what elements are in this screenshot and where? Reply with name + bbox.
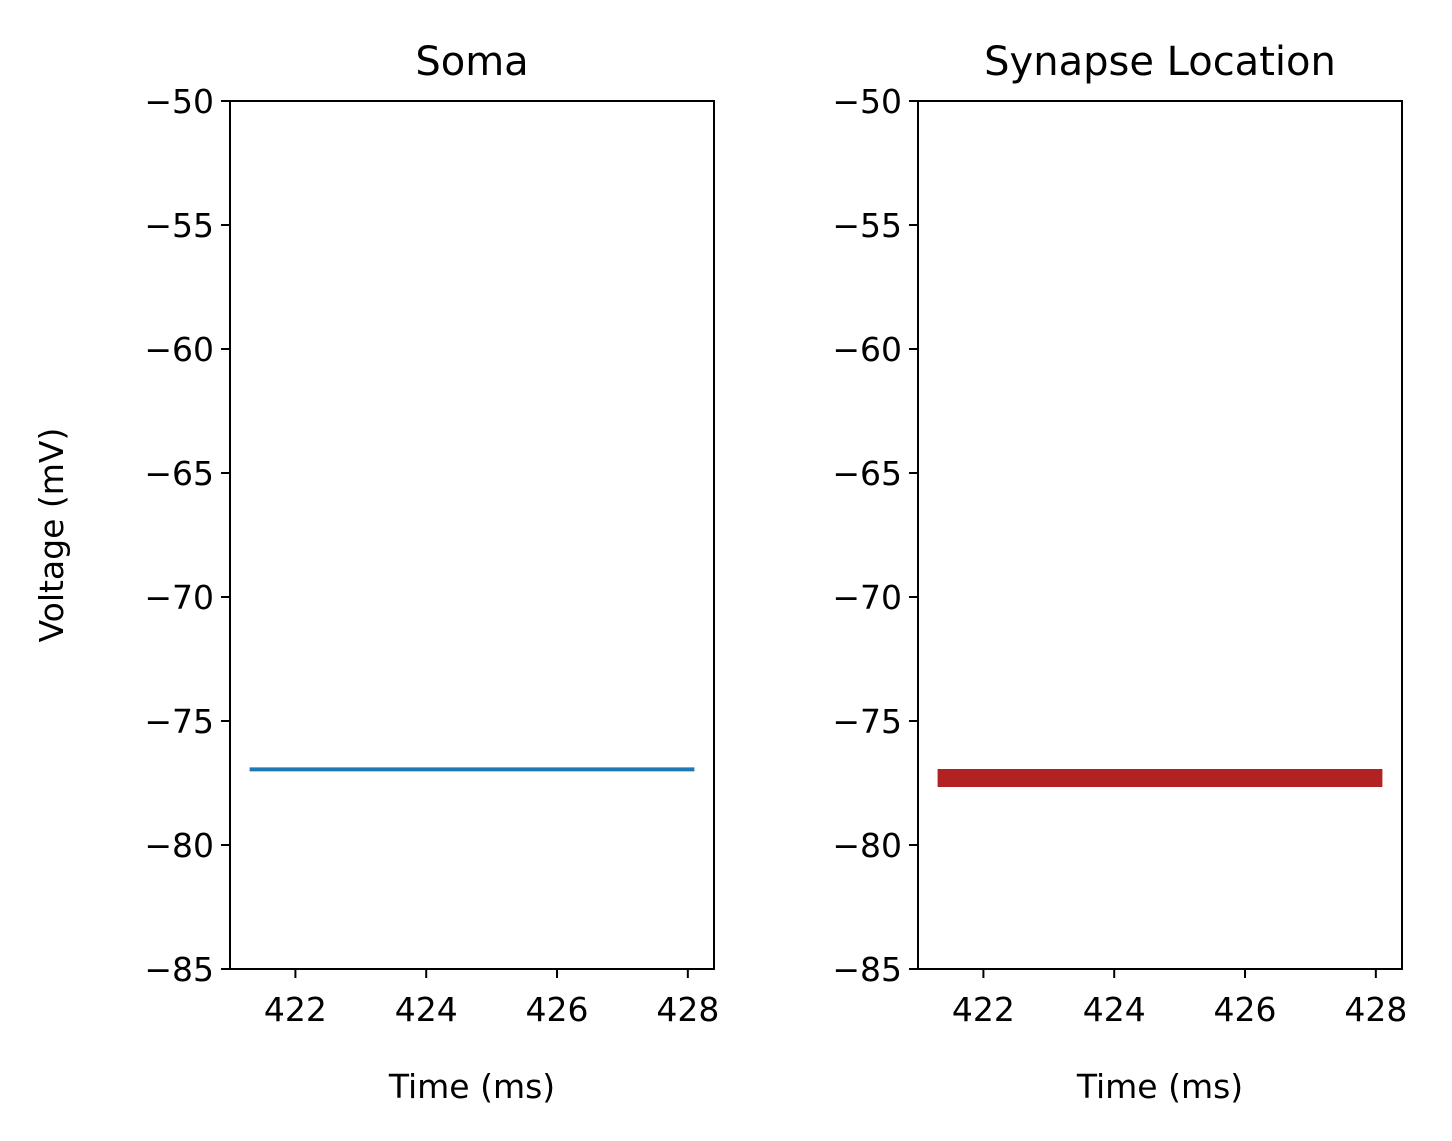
soma-x-tick-label: 422	[264, 990, 327, 1029]
soma-x-tick-label: 426	[526, 990, 589, 1029]
soma-y-tick-label: −65	[144, 454, 214, 493]
soma-y-tick-label: −70	[144, 578, 214, 617]
panel-synapse: −50 −55 −60 −65 −70 −75 −80 −85 422 424 426 428 Syna…	[832, 39, 1407, 1106]
synapse-x-tick-label: 426	[1214, 990, 1277, 1029]
synapse-y-tick-label: −75	[832, 702, 902, 741]
soma-y-tick-label: −85	[144, 950, 214, 989]
soma-y-tick-label: −60	[144, 330, 214, 369]
soma-title: Soma	[415, 39, 528, 85]
soma-y-tick-label: −50	[144, 82, 214, 121]
soma-y-tick-label: −80	[144, 826, 214, 865]
soma-y-tick-label: −55	[144, 206, 214, 245]
synapse-y-tick-label: −70	[832, 578, 902, 617]
soma-x-axis-label: Time (ms)	[388, 1067, 555, 1106]
synapse-y-tick-label: −55	[832, 206, 902, 245]
soma-y-axis-label: Voltage (mV)	[32, 428, 71, 643]
synapse-x-tick-label: 428	[1344, 990, 1407, 1029]
synapse-y-tick-label: −80	[832, 826, 902, 865]
panel-soma: −50 −55 −60 −65 −70 −75 −80 −85 422 424 426 428 Soma…	[32, 39, 719, 1106]
synapse-y-tick-label: −50	[832, 82, 902, 121]
synapse-title: Synapse Location	[984, 39, 1336, 85]
soma-x-tick-label: 424	[395, 990, 458, 1029]
soma-y-tick-label: −75	[144, 702, 214, 741]
synapse-axes-frame	[917, 100, 1403, 970]
synapse-y-tick-label: −85	[832, 950, 902, 989]
synapse-x-axis-label: Time (ms)	[1076, 1067, 1243, 1106]
synapse-y-tick-label: −65	[832, 454, 902, 493]
synapse-y-tick-label: −60	[832, 330, 902, 369]
synapse-x-tick-label: 424	[1083, 990, 1146, 1029]
soma-axes-frame	[229, 100, 715, 970]
synapse-x-tick-label: 422	[952, 990, 1015, 1029]
soma-x-tick-label: 428	[656, 990, 719, 1029]
